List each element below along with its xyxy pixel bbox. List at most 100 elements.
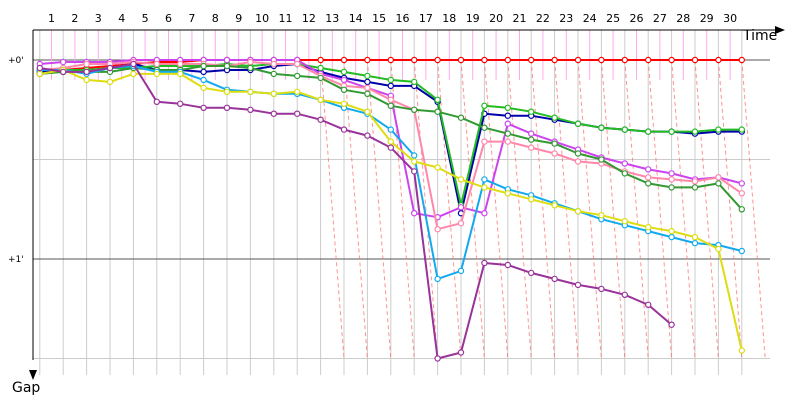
data-point: [551, 140, 558, 147]
data-point: [83, 60, 90, 68]
data-point: [715, 126, 722, 133]
data-point: [598, 211, 605, 219]
data-point: [387, 96, 394, 104]
data-point: [411, 209, 418, 217]
data-point: [130, 70, 137, 78]
pit-dash-line: [577, 59, 602, 359]
pit-dash-line: [741, 59, 766, 359]
data-point: [340, 86, 348, 94]
data-point: [621, 56, 629, 64]
data-point: [574, 281, 582, 289]
data-point: [364, 56, 371, 64]
data-point: [200, 104, 207, 112]
data-point: [294, 60, 301, 68]
data-point: [715, 180, 722, 187]
data-point: [481, 259, 488, 267]
data-point: [645, 128, 652, 135]
data-point: [270, 60, 277, 68]
data-point: [574, 56, 582, 64]
data-point: [317, 116, 324, 123]
y-axis-arrow-icon: [29, 370, 37, 380]
data-point: [340, 126, 348, 133]
x-tick-label: 25: [606, 12, 620, 25]
pit-dash-line: [694, 59, 719, 359]
pit-dash-line: [507, 59, 532, 359]
data-point: [200, 62, 207, 70]
data-point: [551, 150, 558, 157]
pit-dash-line: [390, 59, 415, 359]
data-point: [340, 76, 348, 84]
data-point: [340, 68, 348, 76]
data-point: [457, 349, 465, 356]
data-point: [528, 130, 535, 137]
data-point: [387, 56, 394, 64]
data-point: [60, 58, 67, 66]
x-tick-label: 28: [676, 12, 690, 25]
data-point: [528, 108, 535, 115]
data-point: [691, 178, 699, 185]
data-point: [504, 112, 511, 119]
data-point: [294, 110, 301, 117]
data-point: [387, 126, 394, 133]
x-tick-label: 1: [48, 12, 55, 25]
data-point: [504, 130, 511, 137]
data-point: [738, 206, 746, 213]
data-point: [340, 56, 348, 64]
data-point: [387, 102, 394, 110]
data-point: [551, 56, 558, 64]
x-tick-label: 18: [442, 12, 456, 25]
data-point: [317, 74, 324, 82]
x-axis-arrow-icon: [775, 26, 785, 34]
x-tick-label: 17: [419, 12, 433, 25]
x-tick-label: 27: [653, 12, 667, 25]
x-tick-label: 15: [372, 12, 386, 25]
x-tick-label: 23: [559, 12, 573, 25]
data-point: [528, 136, 535, 143]
data-point: [457, 56, 465, 64]
pit-dash-line: [624, 59, 649, 359]
data-point: [411, 158, 418, 165]
pit-dash-line: [437, 59, 462, 359]
data-point: [200, 84, 207, 92]
series-group: [36, 56, 746, 362]
pit-dash-line: [647, 59, 673, 359]
data-point: [528, 56, 535, 64]
data-point: [668, 227, 675, 235]
data-point: [574, 120, 582, 127]
pit-dash-line: [366, 59, 392, 359]
data-point: [36, 70, 44, 78]
data-point: [574, 158, 582, 165]
x-tick-label: 20: [489, 12, 503, 25]
data-point: [411, 106, 418, 114]
data-point: [223, 88, 231, 96]
data-point: [481, 56, 488, 64]
data-point: [364, 78, 371, 86]
data-point: [457, 267, 465, 275]
data-point: [387, 138, 394, 145]
data-point: [668, 128, 675, 135]
data-point: [504, 190, 511, 197]
data-point: [645, 301, 652, 308]
series-purple: [36, 60, 675, 362]
data-point: [317, 56, 324, 64]
x-tick-label: 29: [700, 12, 714, 25]
data-point: [434, 355, 441, 362]
data-point: [270, 90, 277, 98]
data-point: [200, 68, 207, 76]
data-point: [691, 184, 699, 191]
data-point: [247, 106, 254, 114]
data-point: [317, 96, 324, 104]
data-point: [457, 204, 465, 211]
data-point: [668, 56, 675, 64]
data-point: [738, 126, 746, 133]
data-point: [434, 225, 441, 233]
pit-dash-line: [671, 59, 696, 359]
data-point: [387, 76, 394, 84]
x-tick-label: 22: [536, 12, 550, 25]
data-point: [738, 190, 746, 197]
data-point: [457, 176, 465, 183]
data-point: [528, 269, 535, 277]
x-tick-label: 6: [165, 12, 172, 25]
data-point: [364, 90, 371, 98]
data-point: [598, 285, 605, 293]
